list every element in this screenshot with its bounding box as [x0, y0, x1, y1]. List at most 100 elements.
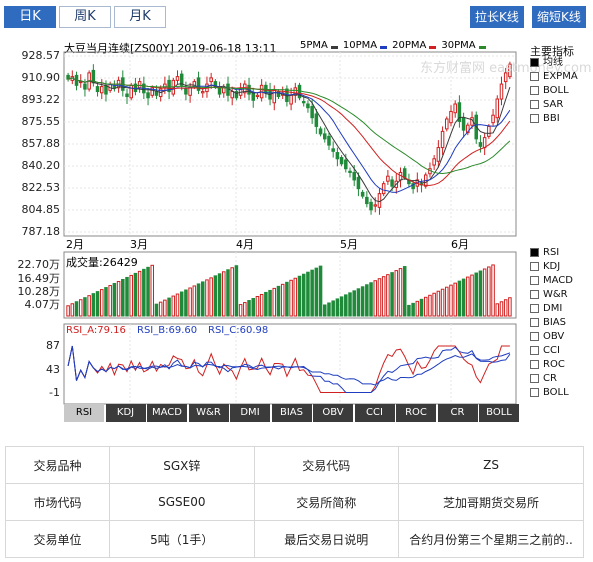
candle [373, 204, 378, 207]
candle [301, 101, 306, 104]
rsi-a-label: RSI_A:79.16 [66, 325, 126, 336]
tab-weekly[interactable]: 周K [59, 6, 111, 28]
volume-panel-frame [63, 251, 517, 319]
ma20-legend: 20PMA [392, 40, 427, 51]
candle [356, 176, 361, 190]
checkbox-icon [530, 85, 539, 95]
indicator-tab-kdj[interactable]: KDJ [105, 404, 146, 422]
info-value-cell: 5吨（1手） [109, 520, 255, 558]
volume-bar [365, 284, 369, 317]
sub-indicator-option[interactable]: BOLL [530, 386, 569, 400]
volume-bar [432, 292, 436, 317]
volume-bar [306, 271, 310, 317]
sub-indicator-option[interactable]: ROC [530, 358, 565, 372]
main-indicator-option[interactable]: EXPMA [530, 70, 578, 84]
indicator-tab-wr[interactable]: W&R [188, 404, 229, 422]
sub-indicator-option[interactable]: BIAS [530, 316, 566, 330]
volume-bar [137, 270, 142, 317]
volume-bar [369, 282, 373, 317]
checkbox-icon [530, 247, 539, 257]
volume-bar [154, 303, 159, 317]
extend-kline-button[interactable]: 拉长K线 [470, 6, 524, 28]
main-indicator-label: EXPMA [543, 71, 578, 82]
sub-indicator-option[interactable]: DMI [530, 302, 562, 316]
checkbox-icon [530, 99, 539, 109]
main-indicator-option[interactable]: BBI [530, 112, 560, 126]
volume-bar [386, 274, 390, 317]
checkbox-icon [530, 345, 539, 355]
volume-bar [407, 304, 411, 317]
candle [83, 83, 87, 90]
volume-bar [175, 293, 180, 317]
candle [440, 130, 445, 149]
indicator-tab-roc[interactable]: ROC [396, 404, 436, 422]
indicator-tab-dmi[interactable]: DMI [230, 404, 270, 422]
rsi-line-b [67, 345, 511, 393]
shrink-kline-button[interactable]: 缩短K线 [532, 6, 586, 28]
candle [432, 158, 436, 166]
volume-bar [323, 304, 327, 317]
indicator-tab-obv[interactable]: OBV [313, 404, 353, 422]
indicator-tab-cci[interactable]: CCI [354, 404, 395, 422]
price-tick-label: 893.22 [21, 93, 61, 106]
candle [482, 137, 487, 149]
candle [331, 148, 335, 152]
checkbox-icon [530, 275, 539, 285]
info-row: 交易品种 SGX锌 交易代码 ZS [4, 446, 584, 484]
sub-indicator-option[interactable]: MACD [530, 274, 573, 288]
volume-bar [453, 282, 457, 317]
sub-indicator-option[interactable]: KDJ [530, 260, 560, 274]
tab-daily[interactable]: 日K [4, 6, 56, 28]
volume-bar [150, 264, 155, 317]
main-indicator-option[interactable]: 均线 [530, 56, 563, 70]
volume-bar [217, 273, 222, 317]
checkbox-icon [530, 373, 539, 383]
volume-bar [415, 300, 420, 317]
sub-indicator-option[interactable]: OBV [530, 330, 564, 344]
indicator-tab-cr[interactable]: CR [437, 404, 478, 422]
volume-bar [251, 298, 255, 317]
indicator-tab-macd[interactable]: MACD [147, 404, 187, 422]
indicator-tab-bias[interactable]: BIAS [271, 404, 312, 422]
checkbox-icon [530, 261, 539, 271]
ma-line-10pma [67, 77, 511, 193]
main-indicator-option[interactable]: BOLL [530, 84, 569, 98]
volume-bar [91, 293, 96, 317]
tab-monthly[interactable]: 月K [114, 6, 166, 28]
candle [352, 171, 356, 181]
indicator-tabs: RSI KDJ MACD W&R DMI BIAS OBV CCI ROC CR BOLL [64, 404, 521, 422]
info-label-cell: 交易代码 [253, 446, 400, 484]
checkbox-icon [530, 113, 539, 123]
volume-bar [200, 281, 205, 317]
contract-info-table: 交易品种 SGX锌 交易代码 ZS 市场代码 SGSE00 交易所简称 芝加哥期货交易所 交易单… [4, 446, 584, 558]
sub-indicator-option[interactable]: CR [530, 372, 557, 386]
volume-bar [276, 285, 281, 317]
price-tick-label: 857.88 [21, 137, 61, 150]
checkbox-icon [530, 303, 539, 313]
candle [386, 175, 390, 182]
sub-indicator-option[interactable]: RSI [530, 246, 559, 260]
volume-bar [331, 300, 335, 317]
volume-bar [503, 299, 508, 317]
kline-chart[interactable]: 东方财富网 eastmoney.com [0, 0, 593, 440]
sub-indicator-option[interactable]: W&R [530, 288, 568, 302]
volume-bar [411, 302, 415, 317]
volume-bar [66, 305, 70, 317]
candle [78, 81, 83, 84]
main-indicator-option[interactable]: SAR [530, 98, 563, 112]
checkbox-icon [530, 359, 539, 369]
indicator-tab-boll[interactable]: BOLL [479, 404, 519, 422]
volume-bar [83, 297, 87, 317]
sub-indicator-label: ROC [543, 359, 565, 370]
volume-bar [344, 294, 348, 317]
sub-indicator-option[interactable]: CCI [530, 344, 560, 358]
volume-bar [100, 289, 104, 317]
volume-bar [116, 280, 121, 317]
indicator-tab-rsi[interactable]: RSI [64, 404, 104, 422]
candle [453, 103, 457, 114]
candle [306, 103, 310, 109]
volume-bar [478, 270, 483, 317]
candle [146, 92, 150, 99]
volume-bar [125, 276, 129, 317]
info-value-cell: ZS [398, 446, 584, 484]
